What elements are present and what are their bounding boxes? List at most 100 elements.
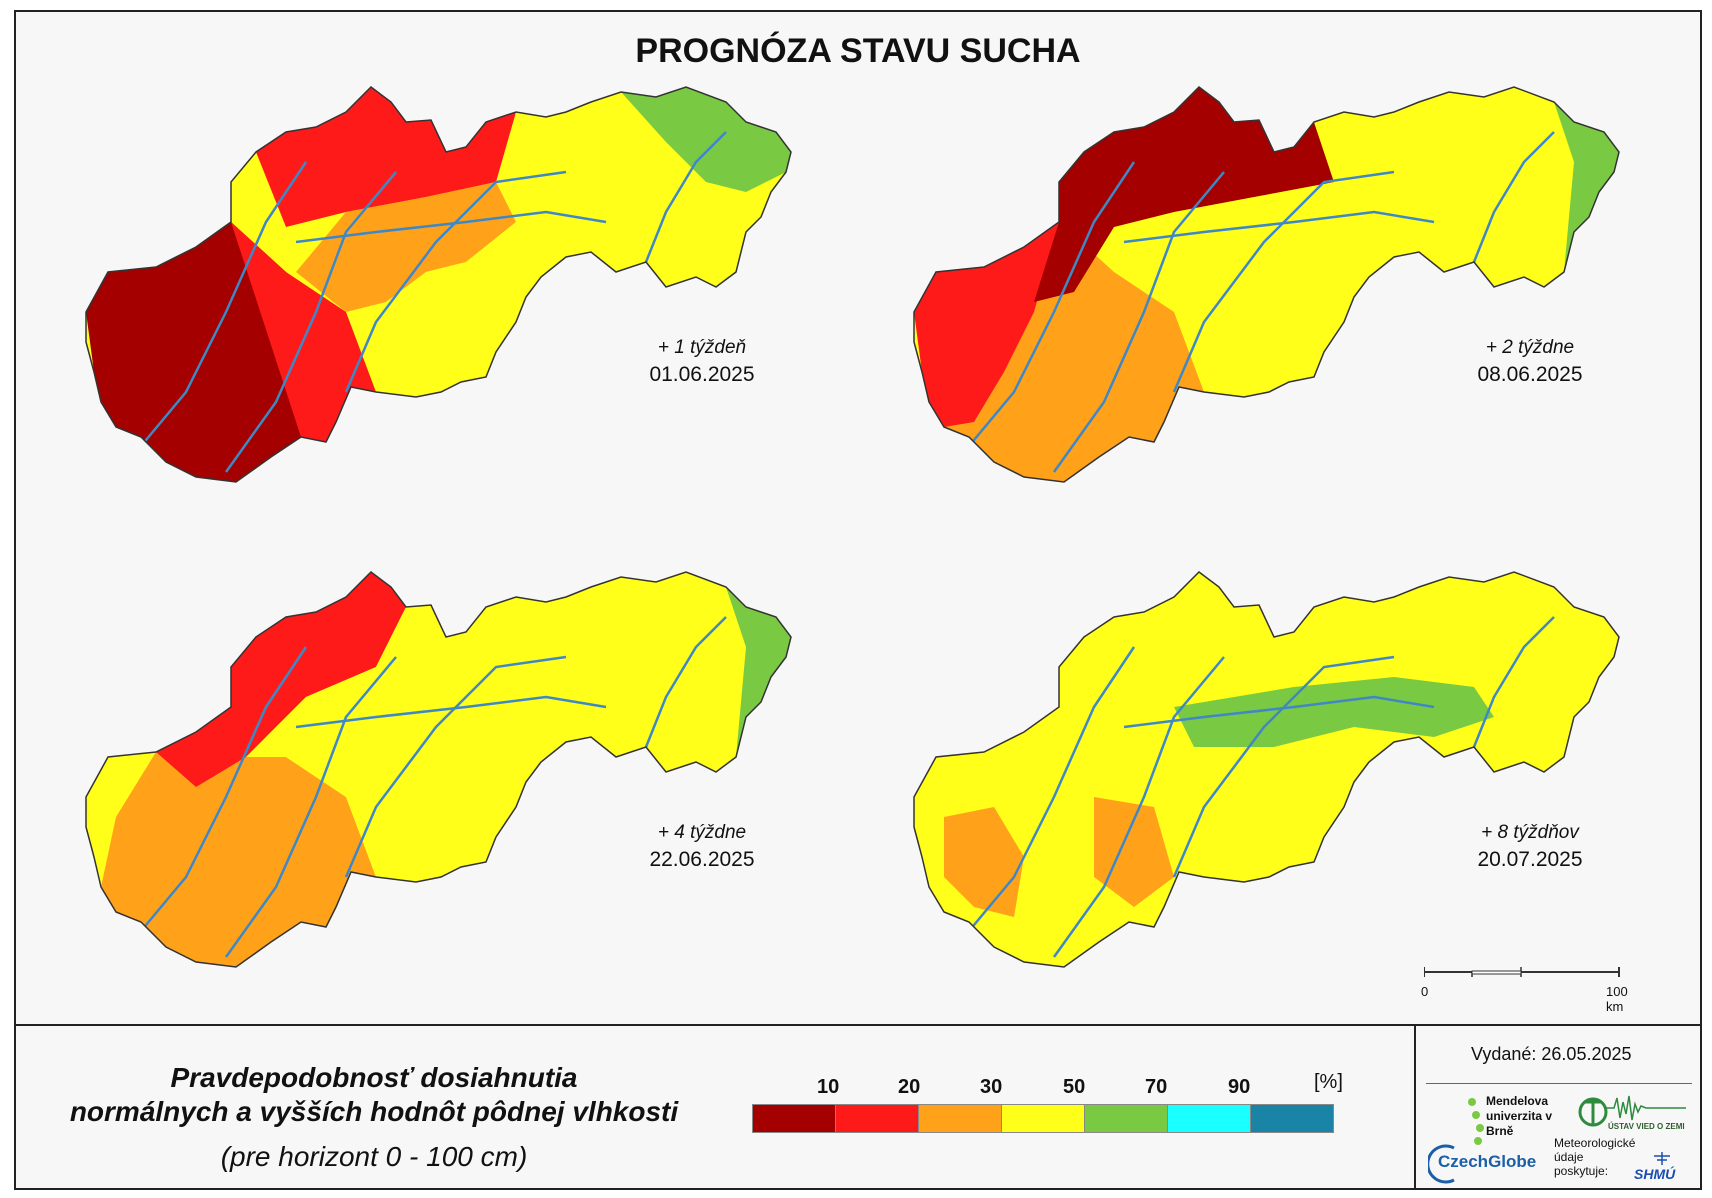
map-date-label: 22.06.2025 [649,848,755,871]
czechglobe-logo-text: CzechGlobe [1438,1152,1537,1171]
country-border [913,86,1620,483]
map-panel-week4: + 4 týždne 22.06.2025 [46,557,866,1017]
country-border [85,571,792,968]
river-line [224,171,397,473]
slovakia-map-week4 [85,571,792,968]
river-line [1052,656,1225,958]
color-swatch [1002,1105,1085,1132]
drought-zone [621,87,791,192]
issued-info: Vydané: 26.05.2025 [1471,1044,1632,1065]
slovakia-map-week2 [913,86,1620,483]
river-line [644,616,727,748]
page-title: PROGNÓZA STAVU SUCHA [635,32,1081,70]
river-line [963,161,1136,453]
river-line [295,695,607,729]
legend-strip: Pravdepodobnosť dosiahnutia normálnych a… [14,1024,1702,1190]
mendel-dots-icon [1468,1098,1484,1145]
country-border [913,571,1620,968]
map-week-label: + 2 týždne [1485,337,1575,358]
figure-frame: PROGNÓZA STAVU SUCHA + 1 týždeň 01.06.20… [14,10,1702,1190]
drought-zone [156,572,406,787]
divider [1426,1083,1692,1084]
river-line [963,646,1136,938]
threshold-label: 20 [898,1076,921,1098]
river-line [295,210,607,244]
color-swatch [1168,1105,1251,1132]
shmu-logo-text: SHMÚ [1634,1166,1676,1182]
seismograph-icon [1606,1095,1686,1121]
map-week-label: + 4 týždne [657,822,747,843]
color-scale [752,1104,1334,1133]
drought-zones [86,572,791,967]
slovakia-map-week1 [85,86,792,483]
river-line [1472,131,1555,263]
issued-date: 26.05.2025 [1541,1044,1632,1064]
legend-title-line1: Pravdepodobnosť dosiahnutia [170,1062,578,1093]
issued-label: Vydané: [1471,1044,1537,1064]
river-line [1123,210,1435,244]
map-date-label: 01.06.2025 [649,363,755,386]
drought-zone [86,752,156,887]
drought-zones [86,87,791,482]
legend-title-line2: normálnych a vyšších hodnôt pôdnej vlhko… [69,1096,679,1127]
map-week-label: + 1 týždeň [657,337,747,358]
color-swatch [919,1105,1002,1132]
drought-zone [246,572,746,882]
drought-zone [1234,87,1574,397]
scale-end-label: 100 km [1606,984,1628,1014]
legend-unit: [%] [1314,1071,1343,1093]
scale-bar: 0 100 km [1421,967,1628,1014]
slovakia-map-week8 [913,571,1620,968]
drought-zone [296,182,516,312]
river-line [1123,695,1435,729]
threshold-label: 50 [1063,1076,1086,1098]
map-week-label: + 8 týždňov [1481,822,1579,843]
map-date-label: 20.07.2025 [1477,848,1583,871]
river-line [1172,655,1395,878]
shmu-antenna-icon [1654,1152,1670,1165]
river-line [1472,616,1555,748]
map-panel-week8: + 8 týždňov 20.07.2025 [874,557,1694,1017]
threshold-label: 70 [1145,1076,1168,1098]
drought-zone [231,222,376,442]
threshold-label: 10 [817,1076,840,1098]
river-line [644,131,727,263]
drought-zone [1554,102,1619,272]
river-line [344,655,567,878]
uvz-logo-icon [1578,1097,1608,1127]
drought-zone [726,587,791,757]
river-line [135,646,308,938]
color-swatch [1251,1105,1333,1132]
threshold-label: 30 [980,1076,1003,1098]
issue-info-box: Vydané: 26.05.2025 Mendelova univerzita … [1414,1026,1702,1190]
czechglobe-arc-icon [1428,1144,1455,1184]
drought-zone [1094,797,1174,907]
drought-zone [914,572,1619,967]
drought-zone [86,707,376,967]
scale-bar-graphic [1423,967,1620,977]
river-line [1172,170,1395,393]
scale-start-label: 0 [1421,984,1429,999]
legend-title: Pravdepodobnosť dosiahnutia normálnych a… [34,1061,714,1129]
drought-zone [1034,87,1334,302]
color-swatch [753,1105,836,1132]
meteo-credit-text: Meteorologické údaje poskytuje: [1554,1136,1636,1178]
river-line [344,170,567,393]
drought-zone [256,87,516,227]
color-swatch [1085,1105,1168,1132]
river-line [135,161,308,453]
map-date-label: 08.06.2025 [1477,363,1583,386]
drought-zones [914,572,1619,967]
drought-zone [376,92,666,397]
drought-zone [1174,677,1494,747]
river-line [224,656,397,958]
threshold-label: 90 [1228,1076,1251,1098]
legend-subtitle: (pre horizont 0 - 100 cm) [220,1141,528,1172]
map-panel-week1: + 1 týždeň 01.06.2025 [46,72,866,532]
uvz-logo-text: ÚSTAV VIED O ZEMI [1608,1122,1685,1131]
drought-zone [914,222,1059,427]
country-border [85,86,792,483]
map-panel-week2: + 2 týždne 08.06.2025 [874,72,1694,532]
mendel-logo-text: Mendelova univerzita v Brně [1486,1094,1553,1138]
color-swatch [836,1105,919,1132]
